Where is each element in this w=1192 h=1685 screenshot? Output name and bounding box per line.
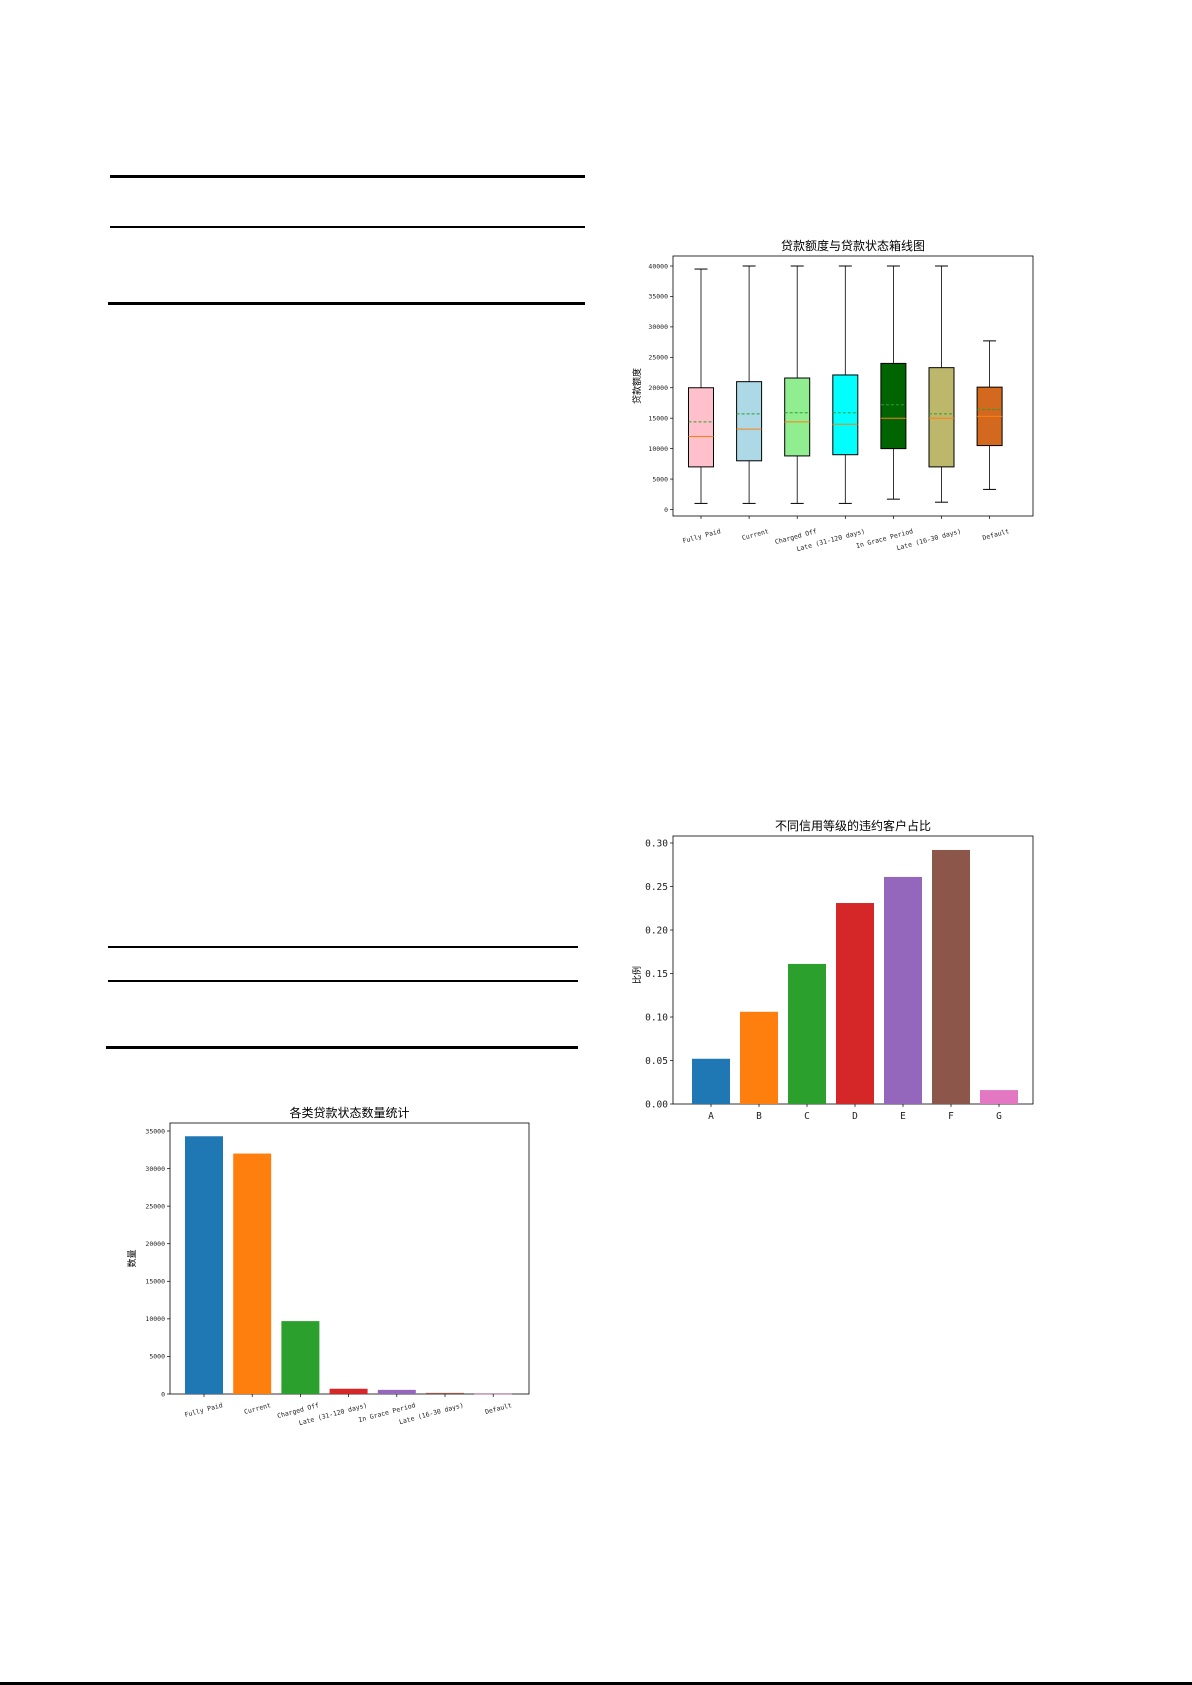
bar-current xyxy=(233,1153,272,1394)
x-tick-label: Default xyxy=(982,527,1011,542)
y-tick-label: 0.20 xyxy=(645,925,668,936)
y-tick-label: 25000 xyxy=(145,1202,165,1210)
bar-grade-b xyxy=(740,1011,778,1104)
y-tick-label: 10000 xyxy=(145,1315,165,1323)
chart-title: 贷款额度与贷款状态箱线图 xyxy=(781,238,925,253)
y-axis-label: 比例 xyxy=(631,966,643,984)
y-tick-label: 0.15 xyxy=(645,969,668,980)
y-tick-label: 20000 xyxy=(145,1240,165,1248)
x-tick-label: A xyxy=(708,1111,714,1122)
y-tick-label: 30000 xyxy=(648,323,668,331)
x-tick-label: Current xyxy=(741,527,770,542)
y-tick-label: 0.05 xyxy=(645,1056,668,1067)
page-footer-rule xyxy=(0,1682,1192,1685)
y-tick-label: 0 xyxy=(664,506,668,514)
bar-grade-a xyxy=(692,1058,730,1104)
x-tick-label: E xyxy=(900,1111,906,1122)
box-current xyxy=(736,381,763,462)
y-tick-label: 20000 xyxy=(648,384,668,392)
x-tick-label: F xyxy=(948,1111,954,1122)
y-tick-label: 30000 xyxy=(145,1165,165,1173)
plot-frame xyxy=(169,1122,530,1395)
box-fully-paid xyxy=(688,387,714,468)
y-tick-label: 0.30 xyxy=(645,838,668,849)
bar-grade-f xyxy=(932,849,970,1104)
table-rule-top-2 xyxy=(108,946,578,948)
y-tick-label: 15000 xyxy=(145,1278,165,1286)
bar-in-grace-period xyxy=(377,1389,416,1394)
y-axis-label: 数量 xyxy=(126,1249,138,1267)
bar-grade-g xyxy=(980,1090,1018,1104)
bar-fully-paid xyxy=(185,1136,223,1394)
x-tick-label: Fully Paid xyxy=(184,1401,224,1419)
table-rule-bottom-2 xyxy=(106,1046,578,1049)
box-late-16-30-days- xyxy=(928,367,955,468)
y-axis-label: 贷款额度 xyxy=(631,368,643,404)
table-rule-bottom-1 xyxy=(108,302,585,305)
bar-late-16-30-days- xyxy=(426,1392,464,1394)
bar-late-31-120-days- xyxy=(329,1388,368,1394)
x-tick-label: Default xyxy=(484,1401,513,1416)
y-tick-label: 0.10 xyxy=(645,1012,668,1023)
y-tick-label: 0.25 xyxy=(645,882,668,893)
box-late-31-120-days- xyxy=(832,374,859,456)
y-tick-label: 25000 xyxy=(648,354,668,362)
bar-grade-d xyxy=(836,903,874,1104)
box-in-grace-period xyxy=(880,362,907,450)
bar-grade-c xyxy=(788,963,826,1104)
chart-title: 不同信用等级的违约客户占比 xyxy=(775,818,931,833)
box-charged-off xyxy=(784,377,811,457)
y-tick-label: 5000 xyxy=(149,1353,165,1361)
x-tick-label: G xyxy=(996,1111,1002,1122)
y-tick-label: 5000 xyxy=(652,475,668,483)
table-rule-top-1 xyxy=(110,175,585,178)
chart-title: 各类贷款状态数量统计 xyxy=(289,1105,409,1120)
x-tick-label: Current xyxy=(243,1401,272,1416)
y-tick-label: 15000 xyxy=(648,414,668,422)
bar-charged-off xyxy=(281,1321,320,1394)
table-rule-mid-1 xyxy=(110,226,585,228)
x-tick-label: C xyxy=(804,1111,810,1122)
y-tick-label: 40000 xyxy=(648,262,668,270)
y-tick-label: 10000 xyxy=(648,445,668,453)
y-tick-label: 0.00 xyxy=(645,1099,668,1110)
y-tick-label: 35000 xyxy=(145,1127,165,1135)
y-tick-label: 0 xyxy=(161,1390,165,1398)
y-tick-label: 35000 xyxy=(648,293,668,301)
bar-grade-e xyxy=(884,876,922,1104)
x-tick-label: D xyxy=(852,1111,858,1122)
table-rule-mid-2 xyxy=(108,980,578,982)
x-tick-label: Fully Paid xyxy=(682,527,722,545)
x-tick-label: B xyxy=(756,1111,762,1122)
plot-frame xyxy=(672,255,1034,517)
